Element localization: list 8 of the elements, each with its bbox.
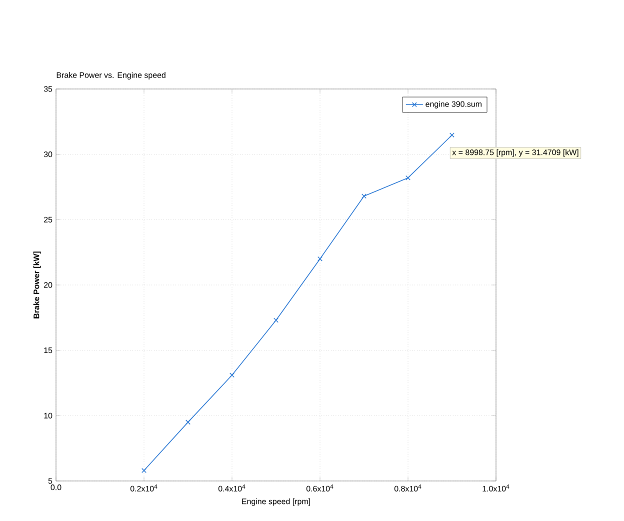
point bbox=[317, 256, 323, 262]
point bbox=[405, 175, 411, 180]
point bbox=[185, 420, 191, 425]
point bbox=[361, 194, 367, 199]
point bbox=[273, 318, 279, 323]
point bbox=[141, 468, 147, 474]
point bbox=[229, 372, 235, 378]
point bbox=[449, 132, 454, 138]
